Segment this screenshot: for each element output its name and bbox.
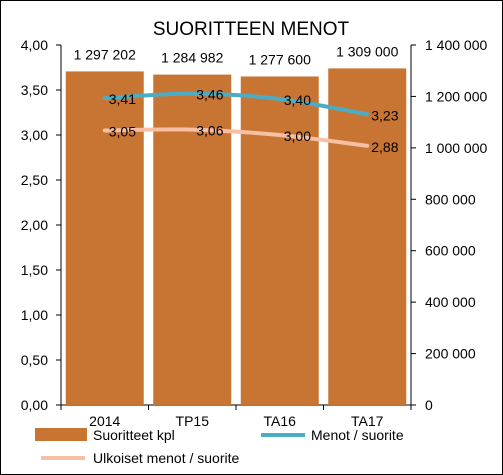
bar-data-label: 1 284 982 — [161, 50, 223, 66]
legend-label: Ulkoiset menot / suorite — [93, 450, 239, 466]
x-tick-label: TA17 — [351, 413, 384, 429]
bar-data-label: 1 297 202 — [74, 46, 136, 62]
y-left-tick-label: 3,50 — [21, 82, 48, 98]
bar — [240, 76, 319, 405]
line-data-label: 3,41 — [109, 91, 136, 107]
line-data-label: 3,05 — [109, 124, 136, 140]
x-tick-label: TA16 — [264, 413, 297, 429]
legend-label: Menot / suorite — [311, 427, 404, 443]
y-left-tick-label: 1,50 — [21, 262, 48, 278]
y-right-tick-label: 1 200 000 — [425, 88, 487, 104]
y-right-tick-label: 0 — [425, 397, 433, 413]
bar — [65, 71, 144, 405]
y-left-tick-label: 1,00 — [21, 307, 48, 323]
y-left-tick-label: 0,50 — [21, 352, 48, 368]
line-data-label: 3,46 — [196, 87, 223, 103]
x-tick-label: 2014 — [89, 413, 120, 429]
y-right-tick-label: 200 000 — [425, 346, 476, 362]
legend-label: Suoritteet kpl — [93, 427, 175, 443]
y-right-tick-label: 1 400 000 — [425, 37, 487, 53]
x-tick-label: TP15 — [176, 413, 210, 429]
line-data-label: 2,88 — [371, 139, 398, 155]
line-data-label: 3,23 — [371, 107, 398, 123]
line-data-label: 3,06 — [196, 123, 223, 139]
line-data-label: 3,00 — [284, 128, 311, 144]
bar — [328, 68, 407, 406]
chart-title: SUORITTEEN MENOT — [153, 19, 350, 40]
y-right-tick-label: 1 000 000 — [425, 140, 487, 156]
legend-swatch-bar — [35, 428, 87, 441]
y-left-tick-label: 0,00 — [21, 397, 48, 413]
series-line-ulkoiset — [102, 127, 370, 148]
y-right-tick-label: 400 000 — [425, 294, 476, 310]
y-left-tick-label: 3,00 — [21, 127, 48, 143]
plot-area: 0,00 0,50 1,00 1,50 2,00 2,50 3,00 3,50 4,00 0 200… — [21, 37, 488, 429]
line-data-label: 3,40 — [284, 92, 311, 108]
y-left-tick-label: 2,50 — [21, 172, 48, 188]
series-line-menot — [102, 91, 370, 117]
y-right-tick-label: 600 000 — [425, 243, 476, 259]
y-right-tick-label: 800 000 — [425, 191, 476, 207]
bar-data-label: 1 309 000 — [336, 43, 398, 59]
y-left-tick-label: 4,00 — [21, 37, 48, 53]
legend: Suoritteet kpl Menot / suorite Ulkoiset me… — [35, 427, 404, 466]
bar-data-label: 1 277 600 — [249, 51, 311, 67]
y-left-tick-label: 2,00 — [21, 217, 48, 233]
